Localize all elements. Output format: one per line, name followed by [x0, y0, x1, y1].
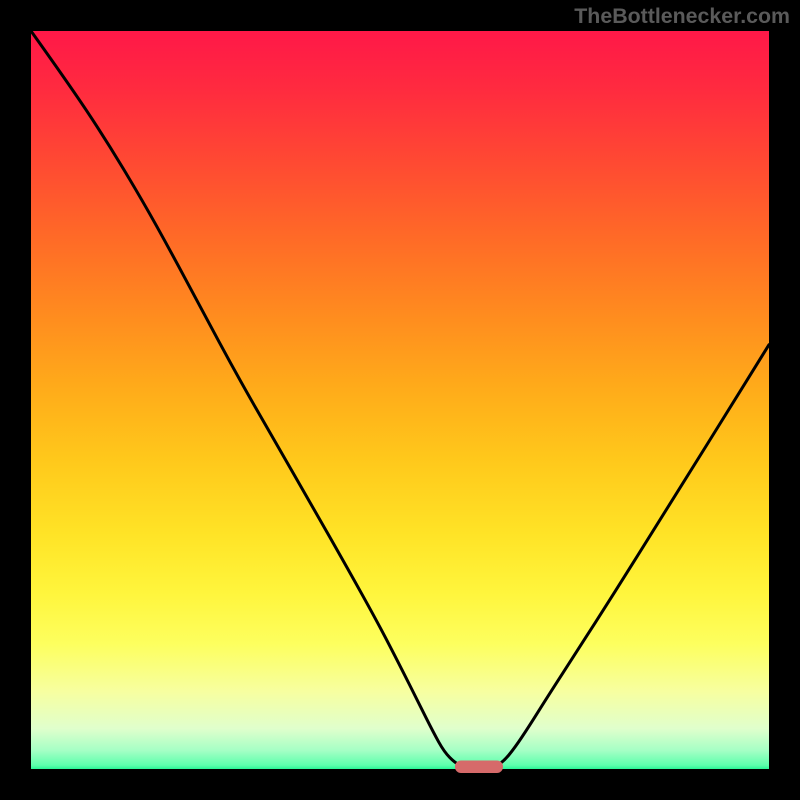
- bottleneck-chart: TheBottlenecker.com: [0, 0, 800, 800]
- watermark-label: TheBottlenecker.com: [574, 4, 790, 29]
- chart-svg: [0, 0, 800, 800]
- plot-area: [31, 31, 769, 769]
- optimal-marker: [455, 761, 503, 774]
